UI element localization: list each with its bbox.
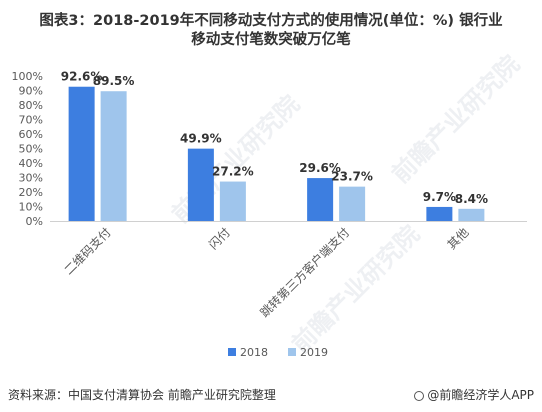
x-category-label: 跳转第三方客户端支付 <box>257 225 352 320</box>
x-category-label: 二维码支付 <box>61 225 113 277</box>
bar-2019-1 <box>100 91 127 221</box>
bar-2018-1 <box>68 86 95 221</box>
data-label: 92.6% <box>61 70 103 84</box>
bar-2019-4 <box>458 208 485 221</box>
bar-chart: 0%10% 20%30% 40%50% 60%70% 80%90% 100% 92.6%89… <box>12 70 527 359</box>
legend-swatch-2018 <box>228 348 236 356</box>
data-label: 27.2% <box>212 165 254 179</box>
chart-title-line-2: 移动支付笔数突破万亿笔 <box>191 32 351 48</box>
data-label: 49.9% <box>180 132 222 146</box>
data-label: 89.5% <box>93 74 135 88</box>
y-tick-label: 80% <box>19 99 43 112</box>
data-label: 23.7% <box>331 170 373 184</box>
logo-icon <box>414 391 425 401</box>
data-label: 8.4% <box>455 192 488 206</box>
y-tick-label: 50% <box>19 143 43 156</box>
data-label: 29.6% <box>299 161 341 175</box>
x-category-label: 其他 <box>445 225 472 252</box>
y-tick-label: 100% <box>12 70 43 83</box>
y-tick-label: 60% <box>19 128 43 141</box>
data-label: 9.7% <box>423 190 456 204</box>
y-tick-label: 40% <box>19 157 43 170</box>
y-tick-label: 90% <box>19 85 43 98</box>
credit-text: @前瞻经济学人APP <box>427 388 534 402</box>
bar-2019-3 <box>339 186 366 221</box>
source-note: 资料来源：中国支付清算协会 前瞻产业研究院整理 <box>8 388 276 402</box>
bar-2018-4 <box>426 206 453 221</box>
credit-label: @前瞻经济学人APP <box>414 386 534 403</box>
y-tick-label: 30% <box>19 172 43 185</box>
bar-2018-3 <box>307 178 334 221</box>
y-tick-label: 20% <box>19 186 43 199</box>
y-tick-label: 0% <box>26 215 43 228</box>
chart-title-line-1: 图表3：2018-2019年不同移动支付方式的使用情况(单位：%) 银行业 <box>39 13 503 29</box>
bar-2018-2 <box>187 148 214 221</box>
y-tick-label: 70% <box>19 114 43 127</box>
x-category-label: 闪付 <box>206 225 233 252</box>
y-tick-label: 10% <box>19 201 43 214</box>
chart-title: 图表3：2018-2019年不同移动支付方式的使用情况(单位：%) 银行业 移动… <box>0 12 542 50</box>
legend-swatch-2019 <box>288 348 296 356</box>
legend-label-2019: 2019 <box>300 346 328 359</box>
legend-label-2018: 2018 <box>240 346 268 359</box>
bar-2019-2 <box>219 181 246 221</box>
